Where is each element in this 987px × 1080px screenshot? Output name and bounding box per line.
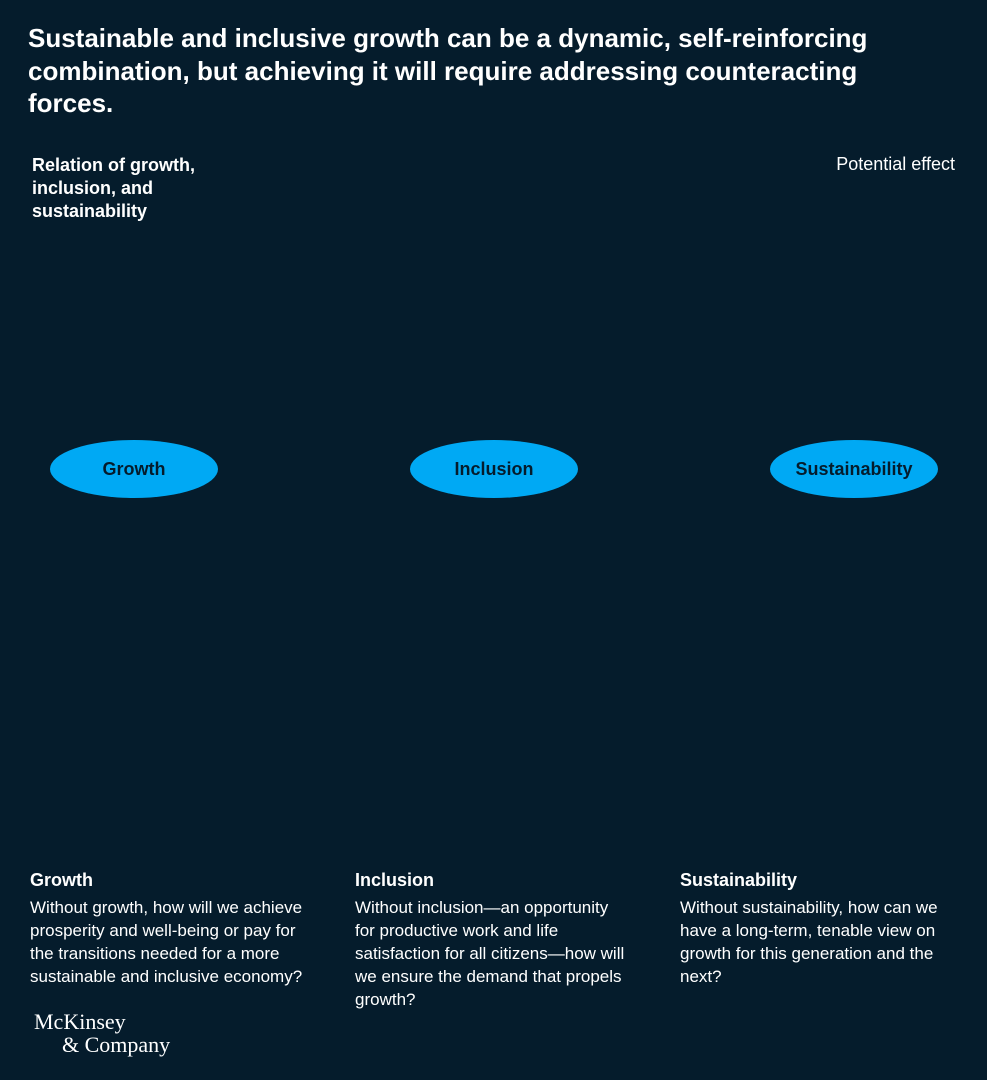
diagram-area: Growth Inclusion Sustainability (0, 440, 987, 540)
desc-inclusion-title: Inclusion (355, 870, 632, 891)
descriptions: Growth Without growth, how will we achie… (30, 870, 957, 1012)
logo-line-2: & Company (34, 1033, 170, 1056)
desc-sustainability: Sustainability Without sustainability, h… (680, 870, 957, 1012)
desc-sustainability-body: Without sustainability, how can we have … (680, 897, 957, 989)
desc-growth-body: Without growth, how will we achieve pros… (30, 897, 307, 989)
subheader-right: Potential effect (836, 154, 955, 175)
mckinsey-logo: McKinsey & Company (34, 1010, 170, 1056)
desc-growth: Growth Without growth, how will we achie… (30, 870, 307, 1012)
subheader-left: Relation of growth, inclusion, and susta… (32, 154, 232, 224)
desc-inclusion: Inclusion Without inclusion—an opportuni… (355, 870, 632, 1012)
subheader-row: Relation of growth, inclusion, and susta… (0, 120, 987, 224)
desc-sustainability-title: Sustainability (680, 870, 957, 891)
node-inclusion: Inclusion (410, 440, 578, 498)
desc-inclusion-body: Without inclusion—an opportunity for pro… (355, 897, 632, 1012)
node-growth: Growth (50, 440, 218, 498)
logo-line-1: McKinsey (34, 1010, 170, 1033)
page-title: Sustainable and inclusive growth can be … (0, 0, 940, 120)
node-sustainability: Sustainability (770, 440, 938, 498)
desc-growth-title: Growth (30, 870, 307, 891)
